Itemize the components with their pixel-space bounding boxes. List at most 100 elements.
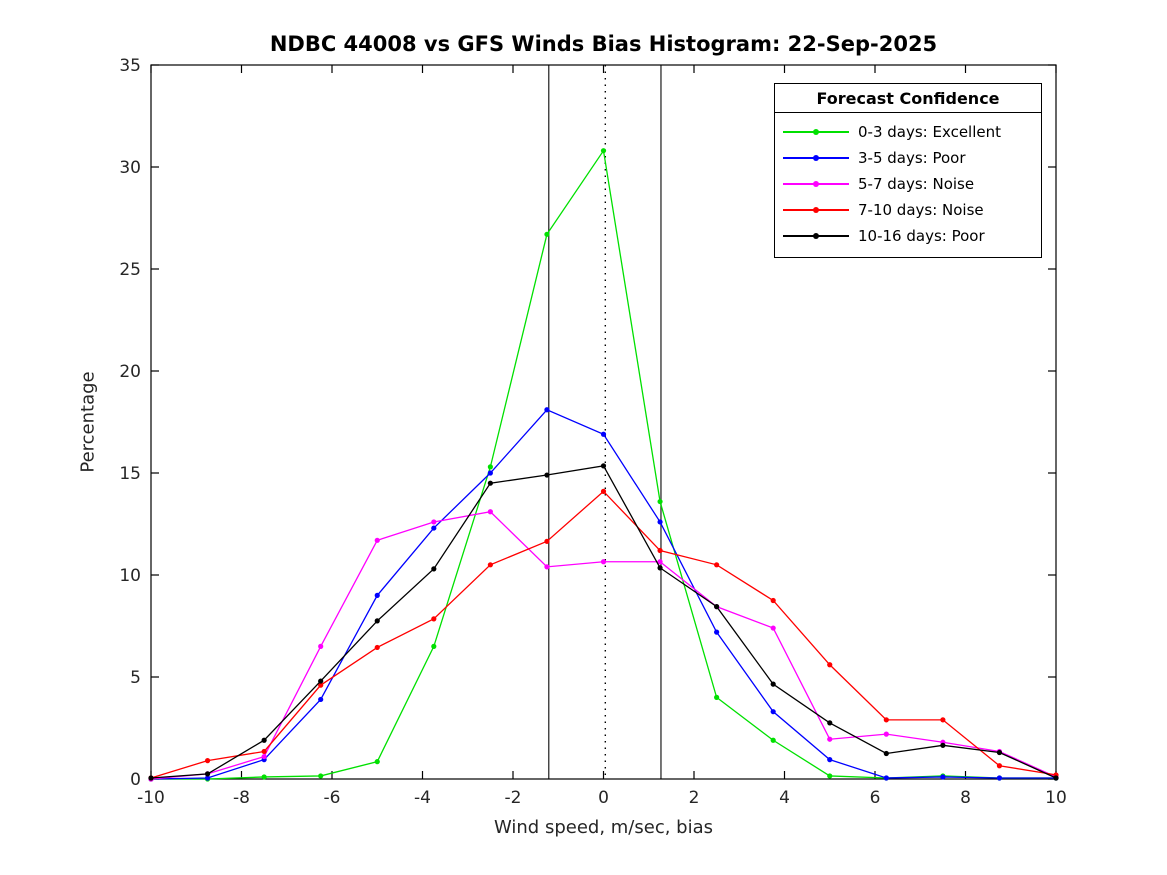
data-point-series-3 bbox=[318, 682, 324, 688]
data-point-series-1 bbox=[487, 470, 493, 476]
x-tick-label: -6 bbox=[324, 788, 341, 808]
data-point-series-3 bbox=[600, 488, 607, 494]
data-point-series-3 bbox=[657, 547, 663, 554]
data-point-series-4 bbox=[148, 775, 154, 781]
data-point-series-0 bbox=[544, 231, 550, 237]
data-point-series-1 bbox=[714, 629, 720, 635]
x-tick-label: -2 bbox=[505, 788, 522, 808]
data-point-series-4 bbox=[940, 742, 946, 748]
data-point-series-3 bbox=[544, 538, 550, 544]
data-point-series-4 bbox=[827, 720, 833, 726]
data-point-series-2 bbox=[261, 753, 267, 760]
x-tick-label: -10 bbox=[137, 788, 165, 808]
data-point-series-3 bbox=[940, 717, 946, 723]
data-point-series-4 bbox=[261, 737, 267, 743]
legend-label: 7-10 days: Noise bbox=[858, 201, 984, 219]
data-point-series-0 bbox=[600, 148, 607, 154]
data-point-series-4 bbox=[204, 771, 211, 777]
legend-label: 5-7 days: Noise bbox=[858, 175, 975, 193]
data-point-series-0 bbox=[487, 464, 493, 470]
x-tick-label: 4 bbox=[779, 788, 790, 808]
y-tick-label: 35 bbox=[119, 56, 141, 76]
data-point-series-1 bbox=[544, 407, 550, 413]
legend-line-marker-icon bbox=[783, 179, 849, 189]
y-tick-label: 15 bbox=[119, 464, 141, 484]
x-tick-label: 8 bbox=[960, 788, 971, 808]
data-point-series-4 bbox=[487, 480, 493, 486]
data-point-series-2 bbox=[883, 731, 889, 737]
legend-line-marker-icon bbox=[783, 205, 849, 215]
data-point-series-1 bbox=[657, 519, 663, 525]
data-point-series-3 bbox=[827, 662, 833, 668]
data-point-series-3 bbox=[374, 644, 380, 651]
data-point-series-0 bbox=[714, 694, 720, 701]
data-point-series-1 bbox=[827, 757, 833, 763]
data-point-series-1 bbox=[431, 525, 437, 531]
legend-line-marker-icon bbox=[783, 231, 849, 241]
legend-title: Forecast Confidence bbox=[775, 84, 1041, 113]
data-point-series-1 bbox=[318, 696, 324, 703]
x-tick-label: 2 bbox=[689, 788, 700, 808]
data-point-series-2 bbox=[544, 564, 550, 570]
x-tick-label: 6 bbox=[870, 788, 881, 808]
data-point-series-3 bbox=[883, 717, 889, 723]
data-point-series-3 bbox=[431, 616, 437, 622]
x-tick-label: -4 bbox=[414, 788, 431, 808]
data-point-series-2 bbox=[600, 559, 607, 565]
data-point-series-4 bbox=[883, 750, 889, 757]
x-tick-label: 0 bbox=[598, 788, 609, 808]
legend-entry-4: 10-16 days: Poor bbox=[783, 223, 1035, 249]
y-tick-label: 5 bbox=[130, 668, 141, 688]
x-tick-label: -8 bbox=[233, 788, 250, 808]
x-tick-label: 10 bbox=[1045, 788, 1067, 808]
legend-entries: 0-3 days: Excellent 3-5 days: Poor 5-7 day… bbox=[775, 113, 1041, 257]
data-point-series-4 bbox=[770, 681, 776, 687]
data-point-series-1 bbox=[374, 592, 380, 599]
data-point-series-1 bbox=[600, 431, 607, 437]
legend-entry-1: 3-5 days: Poor bbox=[783, 145, 1035, 171]
y-axis-label: Percentage bbox=[77, 371, 99, 473]
data-point-series-4 bbox=[431, 566, 437, 572]
y-tick-label: 30 bbox=[119, 158, 141, 178]
data-point-series-0 bbox=[827, 773, 833, 779]
legend: Forecast Confidence 0-3 days: Excellent 3… bbox=[774, 83, 1042, 258]
y-tick-label: 20 bbox=[119, 362, 141, 382]
legend-label: 3-5 days: Poor bbox=[858, 149, 966, 167]
data-point-series-1 bbox=[940, 774, 946, 780]
data-point-series-3 bbox=[261, 748, 267, 755]
legend-line-marker-icon bbox=[783, 127, 849, 137]
data-point-series-3 bbox=[204, 758, 211, 764]
data-point-series-1 bbox=[996, 775, 1003, 781]
y-tick-label: 25 bbox=[119, 260, 141, 280]
legend-entry-3: 7-10 days: Noise bbox=[783, 197, 1035, 223]
data-point-series-4 bbox=[374, 618, 380, 624]
data-point-series-3 bbox=[487, 562, 493, 568]
y-tick-label: 10 bbox=[119, 566, 141, 586]
data-point-series-0 bbox=[657, 498, 663, 505]
data-point-series-4 bbox=[996, 749, 1003, 756]
legend-entry-0: 0-3 days: Excellent bbox=[783, 119, 1035, 145]
data-point-series-2 bbox=[318, 643, 324, 650]
data-point-series-2 bbox=[374, 537, 380, 543]
data-point-series-4 bbox=[544, 472, 550, 478]
series-line-2 bbox=[150, 511, 1057, 780]
y-tick-label: 0 bbox=[130, 770, 141, 790]
data-point-series-3 bbox=[996, 763, 1003, 769]
data-point-series-4 bbox=[600, 463, 607, 469]
data-point-series-4 bbox=[714, 604, 720, 610]
x-axis-label: Wind speed, m/sec, bias bbox=[493, 817, 713, 838]
data-point-series-2 bbox=[770, 625, 776, 631]
series-line-4 bbox=[150, 465, 1057, 779]
data-point-series-1 bbox=[883, 775, 889, 781]
data-point-series-0 bbox=[431, 643, 437, 650]
data-point-series-2 bbox=[657, 559, 663, 565]
data-point-series-0 bbox=[261, 774, 267, 780]
legend-label: 0-3 days: Excellent bbox=[858, 123, 1002, 141]
data-point-series-4 bbox=[657, 565, 663, 571]
data-point-series-4 bbox=[318, 678, 324, 684]
data-point-series-2 bbox=[827, 736, 833, 742]
chart-title: NDBC 44008 vs GFS Winds Bias Histogram: … bbox=[269, 32, 938, 56]
data-point-series-1 bbox=[204, 775, 211, 781]
